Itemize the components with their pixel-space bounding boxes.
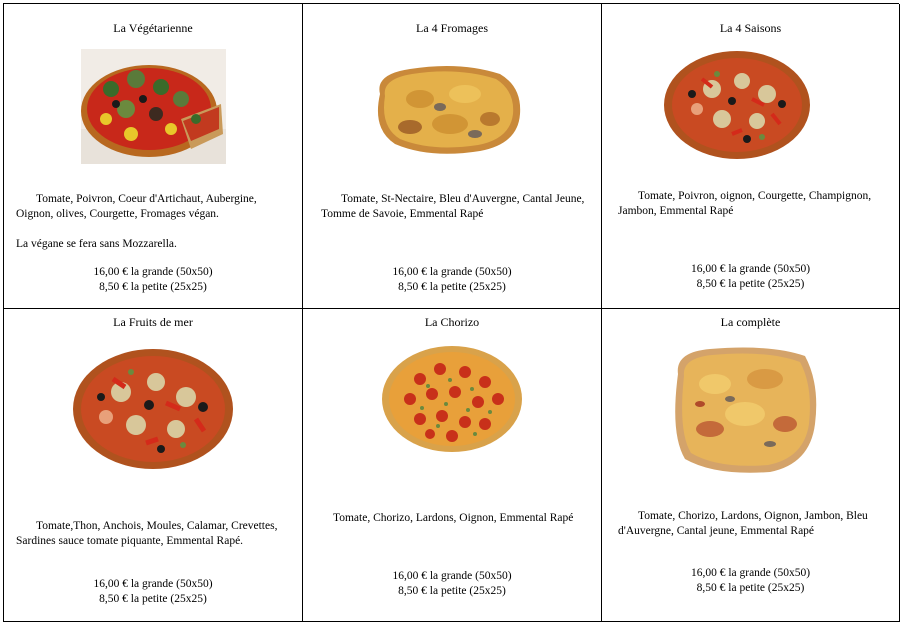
pizza-description: Tomate, St-Nectaire, Bleu d'Auvergne, Ca… [321, 193, 585, 220]
pizza-description: Tomate,Thon, Anchois, Moules, Calamar, C… [16, 520, 278, 547]
price-small: 8,50 € la petite (25x25) [696, 582, 805, 594]
pizza-card-chorizo: La Chorizo Tomate, Chorizo, Lardons, Oig… [303, 309, 602, 622]
price-small: 8,50 € la petite (25x25) [696, 278, 805, 290]
pizza-card-vegetarienne: La Végétarienne Tomate, Poivron, Coeur d… [4, 4, 303, 309]
price-large: 16,00 € la grande (50x50) [392, 266, 512, 278]
pizza-vegetarienne-image [81, 49, 226, 164]
price-large: 16,00 € la grande (50x50) [392, 570, 512, 582]
pizza-description: Tomate, Poivron, Coeur d'Artichaut, Aube… [16, 193, 257, 220]
pizza-card-4-saisons: La 4 Saisons Tomate, Poivron, oignon, Co… [602, 4, 900, 309]
pizza-title: La Végétarienne [113, 21, 193, 35]
price-large: 16,00 € la grande (50x50) [690, 567, 811, 579]
pizza-title: La complète [720, 315, 781, 329]
pizza-description: Tomate, Chorizo, Lardons, Oignon, Jambon… [618, 510, 868, 537]
pizza-title: La 4 Saisons [719, 21, 782, 35]
price-small: 8,50 € la petite (25x25) [398, 281, 506, 293]
pizza-menu-grid: La Végétarienne Tomate, Poivron, Coeur d… [3, 3, 900, 622]
pizza-note: La végane se fera sans Mozzarella. [16, 238, 177, 250]
pizza-4-fromages-image [377, 65, 521, 154]
price-small: 8,50 € la petite (25x25) [99, 281, 207, 293]
pizza-complete-image [675, 347, 817, 473]
pizza-fruits-de-mer-image [73, 349, 233, 469]
price-small: 8,50 € la petite (25x25) [99, 593, 207, 605]
pizza-title: La 4 Fromages [416, 21, 488, 35]
pizza-description: Tomate, Chorizo, Lardons, Oignon, Emment… [333, 512, 574, 524]
price-large: 16,00 € la grande (50x50) [93, 266, 213, 278]
pizza-card-fruits-de-mer: La Fruits de mer Tomate,Thon, Anchois, M… [4, 309, 303, 622]
pizza-4-saisons-image [664, 51, 810, 159]
pizza-title: La Chorizo [424, 315, 480, 329]
pizza-title: La Fruits de mer [113, 315, 193, 329]
price-large: 16,00 € la grande (50x50) [93, 578, 213, 590]
pizza-description: Tomate, Poivron, oignon, Courgette, Cham… [618, 190, 872, 217]
pizza-card-4-fromages: La 4 Fromages Tomate, St-Nectaire, Bleu … [303, 4, 602, 309]
pizza-card-complete: La complète Tomate, Chorizo, Lardons, Oi… [602, 309, 900, 622]
price-small: 8,50 € la petite (25x25) [398, 585, 506, 597]
pizza-chorizo-image [380, 344, 525, 454]
price-large: 16,00 € la grande (50x50) [690, 263, 811, 275]
